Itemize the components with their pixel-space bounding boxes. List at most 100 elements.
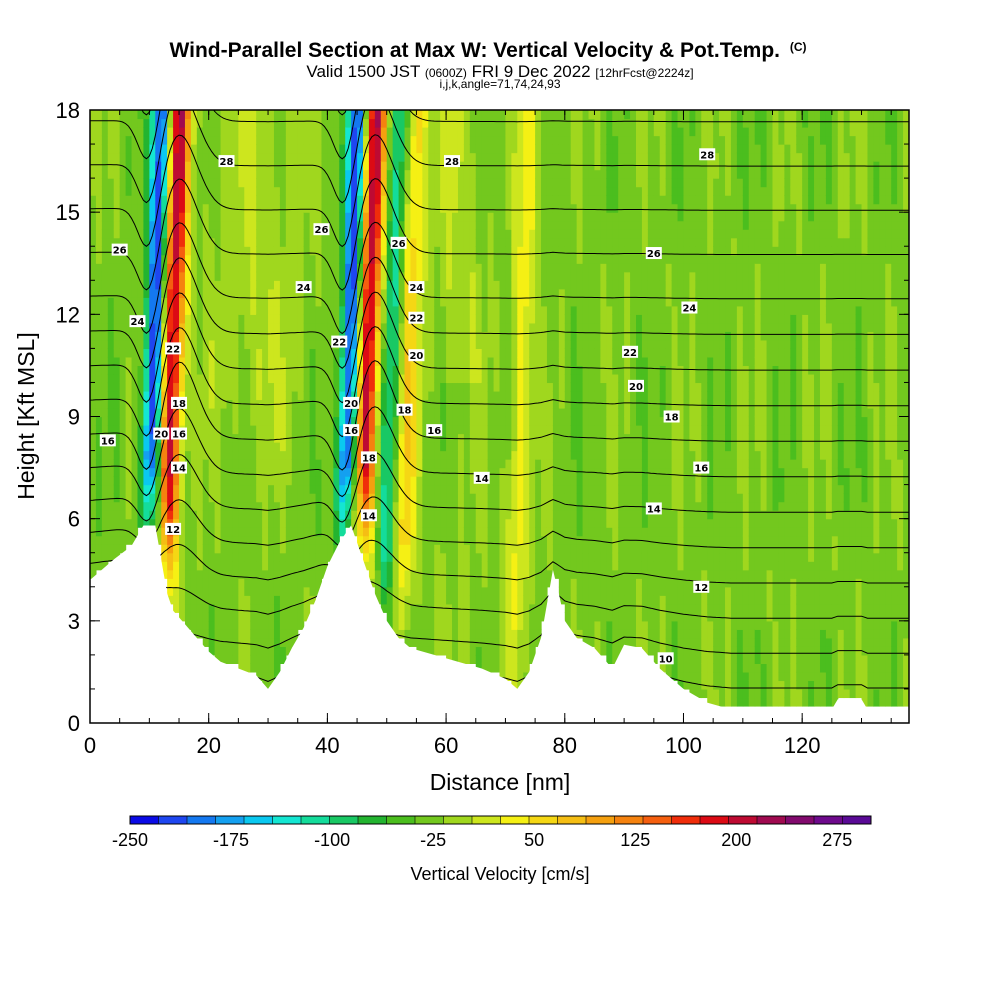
velocity-cell: [446, 348, 453, 358]
velocity-cell: [279, 425, 287, 435]
velocity-cell: [570, 314, 578, 324]
velocity-cell: [410, 161, 418, 171]
velocity-cell: [552, 271, 560, 281]
velocity-cell: [143, 459, 150, 469]
velocity-cell: [321, 246, 328, 256]
velocity-cell: [446, 203, 453, 213]
velocity-cell: [149, 467, 156, 477]
velocity-cell: [279, 144, 287, 154]
velocity-cell: [357, 118, 364, 128]
velocity-cell: [457, 305, 465, 315]
velocity-cell: [291, 118, 299, 128]
velocity-cell: [493, 331, 501, 341]
velocity-cell: [363, 178, 370, 188]
velocity-cell: [285, 476, 293, 486]
velocity-cell: [190, 527, 198, 537]
velocity-cell: [487, 348, 495, 358]
velocity-cell: [273, 288, 281, 298]
velocity-cell: [190, 442, 198, 452]
velocity-cell: [345, 152, 352, 162]
velocity-cell: [250, 518, 257, 528]
velocity-cell: [190, 578, 198, 588]
velocity-cell: [446, 493, 453, 503]
velocity-cell: [184, 305, 192, 315]
velocity-cell: [386, 603, 394, 613]
velocity-cell: [232, 493, 239, 503]
velocity-cell: [95, 356, 103, 367]
velocity-cell: [351, 263, 358, 273]
velocity-cell: [440, 569, 447, 579]
velocity-cell: [440, 612, 447, 622]
velocity-cell: [179, 135, 186, 145]
velocity-cell: [119, 212, 127, 222]
velocity-cell: [416, 595, 423, 605]
velocity-cell: [452, 620, 459, 630]
velocity-cell: [339, 416, 346, 426]
velocity-cell: [232, 348, 239, 358]
velocity-cell: [256, 280, 263, 290]
velocity-cell: [107, 501, 115, 511]
velocity-cell: [505, 407, 512, 418]
velocity-cell: [511, 195, 518, 205]
velocity-cell: [570, 220, 578, 230]
velocity-cell: [238, 373, 245, 384]
velocity-cell: [161, 484, 168, 494]
velocity-cell: [268, 331, 275, 341]
velocity-cell: [457, 110, 465, 120]
velocity-cell: [309, 144, 317, 154]
velocity-cell: [208, 152, 216, 162]
velocity-cell: [428, 399, 435, 409]
velocity-cell: [380, 407, 388, 418]
velocity-cell: [398, 535, 406, 545]
velocity-cell: [357, 339, 364, 349]
velocity-cell: [256, 331, 263, 341]
velocity-cell: [250, 365, 257, 375]
velocity-cell: [363, 552, 370, 562]
velocity-cell: [517, 237, 524, 247]
velocity-cell: [250, 339, 257, 349]
velocity-cell: [143, 501, 150, 511]
velocity-cell: [558, 280, 566, 290]
velocity-cell: [125, 263, 133, 273]
velocity-cell: [493, 637, 501, 647]
velocity-cell: [273, 527, 281, 537]
velocity-cell: [214, 365, 222, 375]
velocity-cell: [90, 484, 97, 494]
velocity-cell: [404, 280, 412, 290]
velocity-cell: [463, 467, 471, 477]
velocity-cell: [529, 348, 536, 358]
velocity-cell: [475, 271, 483, 281]
velocity-cell: [416, 237, 423, 247]
velocity-cell: [190, 314, 198, 324]
velocity-cell: [523, 654, 530, 664]
velocity-cell: [440, 578, 447, 588]
velocity-cell: [392, 314, 400, 324]
velocity-cell: [113, 127, 121, 137]
velocity-cell: [297, 390, 305, 401]
velocity-cell: [279, 331, 287, 341]
velocity-cell: [297, 305, 305, 315]
velocity-cell: [309, 263, 317, 273]
velocity-cell: [161, 365, 168, 375]
velocity-cell: [309, 450, 317, 460]
velocity-cell: [315, 297, 323, 307]
velocity-cell: [386, 135, 394, 145]
velocity-cell: [517, 195, 524, 205]
velocity-cell: [404, 263, 412, 273]
velocity-cell: [558, 569, 566, 579]
velocity-cell: [434, 305, 441, 315]
velocity-cell: [309, 297, 317, 307]
velocity-cell: [558, 501, 566, 511]
velocity-cell: [392, 373, 400, 384]
velocity-cell: [268, 365, 275, 375]
velocity-cell: [125, 322, 133, 332]
velocity-cell: [416, 331, 423, 341]
velocity-cell: [155, 110, 162, 120]
velocity-cell: [179, 280, 186, 290]
velocity-cell: [493, 118, 501, 128]
velocity-cell: [190, 356, 198, 367]
velocity-cell: [541, 186, 548, 196]
velocity-cell: [481, 552, 489, 562]
velocity-cell: [202, 246, 210, 256]
velocity-cell: [214, 263, 222, 273]
